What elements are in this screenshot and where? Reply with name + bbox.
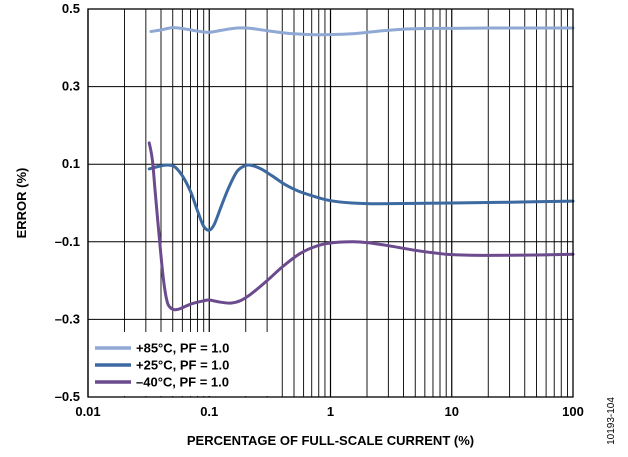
x-tick-label: 1: [327, 404, 334, 419]
series-line-plus-25c: [147, 163, 575, 232]
y-tick-label: 0.1: [62, 156, 80, 171]
series-line-plus-85c: [149, 26, 575, 37]
legend-label-plus-25c: +25°C, PF = 1.0: [136, 358, 229, 373]
series-lines: [147, 26, 575, 312]
y-axis-label: ERROR (%): [14, 168, 29, 239]
y-tick-label: 0.3: [62, 79, 80, 94]
plot-frame: [87, 8, 574, 398]
y-tick-label: –0.1: [55, 234, 80, 249]
series-line-minus-40c: [147, 141, 575, 312]
y-tick-label: 0.5: [62, 1, 80, 16]
y-tick-label: –0.5: [55, 389, 80, 404]
legend-label-minus-40c: –40°C, PF = 1.0: [136, 375, 229, 390]
y-tick-labels: 0.5 0.3 0.1 –0.1 –0.3 –0.5: [55, 1, 80, 404]
x-axis-label: PERCENTAGE OF FULL-SCALE CURRENT (%): [187, 433, 474, 448]
x-tick-label: 10: [445, 404, 459, 419]
x-tick-label: 0.1: [200, 404, 218, 419]
x-tick-labels: 0.01 0.1 1 10 100: [75, 404, 584, 419]
legend-label-plus-85c: +85°C, PF = 1.0: [136, 341, 229, 356]
x-tick-label: 0.01: [75, 404, 100, 419]
x-tick-label: 100: [562, 404, 584, 419]
figure-id-label: 10193-104: [606, 397, 617, 445]
y-tick-label: –0.3: [55, 311, 80, 326]
legend: +85°C, PF = 1.0 +25°C, PF = 1.0 –40°C, PF …: [89, 332, 268, 396]
